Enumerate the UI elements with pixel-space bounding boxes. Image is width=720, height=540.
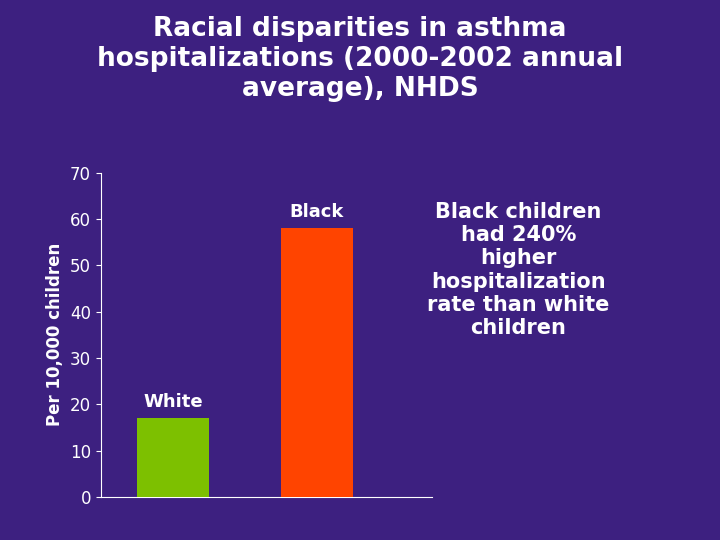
Text: Black children
had 240%
higher
hospitalization
rate than white
children: Black children had 240% higher hospitali… <box>427 202 610 338</box>
Y-axis label: Per 10,000 children: Per 10,000 children <box>46 243 64 427</box>
Bar <box>137 418 209 497</box>
Text: Racial disparities in asthma
hospitalizations (2000-2002 annual
average), NHDS: Racial disparities in asthma hospitaliza… <box>97 16 623 102</box>
Text: Black: Black <box>289 204 344 221</box>
Text: White: White <box>143 393 202 411</box>
Bar <box>281 228 353 497</box>
